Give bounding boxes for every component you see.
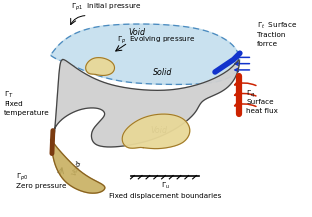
Polygon shape: [86, 58, 115, 76]
Text: Zero pressure: Zero pressure: [16, 183, 67, 189]
Text: $\Gamma_u$: $\Gamma_u$: [161, 181, 170, 191]
Text: $\Gamma_{p1}$  Initial pressure: $\Gamma_{p1}$ Initial pressure: [71, 2, 142, 13]
Text: Surface: Surface: [246, 99, 274, 105]
Polygon shape: [51, 24, 240, 84]
Text: Fixed: Fixed: [4, 101, 22, 107]
Text: $\Gamma_q$: $\Gamma_q$: [246, 88, 255, 100]
Polygon shape: [51, 140, 105, 193]
Text: forrce: forrce: [257, 41, 278, 47]
Text: Void: Void: [71, 160, 82, 177]
Text: temperature: temperature: [4, 110, 50, 116]
Text: $\Gamma_T$: $\Gamma_T$: [4, 90, 13, 100]
Text: $\Gamma_p$  Evolving pressure: $\Gamma_p$ Evolving pressure: [117, 35, 195, 46]
Text: heat flux: heat flux: [246, 108, 278, 114]
Text: $\Gamma_t$  Surface: $\Gamma_t$ Surface: [257, 21, 297, 31]
Polygon shape: [51, 59, 239, 150]
Text: Traction: Traction: [257, 32, 285, 38]
Text: Void: Void: [151, 126, 168, 135]
Text: Void: Void: [129, 28, 146, 37]
Text: $\Gamma_{p0}$: $\Gamma_{p0}$: [16, 172, 28, 183]
Polygon shape: [122, 114, 190, 149]
Text: Fixed displacement boundaries: Fixed displacement boundaries: [109, 193, 222, 199]
Text: Solid: Solid: [153, 67, 172, 77]
